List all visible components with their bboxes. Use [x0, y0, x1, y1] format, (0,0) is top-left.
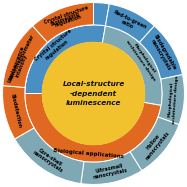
Text: Luminescence
intensity: Luminescence intensity [7, 45, 31, 85]
Text: luminescence: luminescence [66, 100, 121, 106]
Text: Red-to-green
ratio: Red-to-green ratio [110, 9, 147, 34]
Text: Morphological
architecture design: Morphological architecture design [125, 37, 160, 81]
Wedge shape [140, 26, 183, 79]
Text: Morphological
architecture design: Morphological architecture design [167, 75, 179, 124]
Wedge shape [33, 3, 94, 42]
Text: Local-structure: Local-structure [62, 81, 125, 87]
Wedge shape [81, 152, 142, 184]
Wedge shape [158, 75, 184, 125]
Text: Core-shell
nanocrystals: Core-shell nanocrystals [31, 145, 66, 174]
Text: Biodegradable
nanocrystals: Biodegradable nanocrystals [148, 33, 177, 74]
Text: Crystal structure
regulation: Crystal structure regulation [34, 29, 76, 67]
Wedge shape [26, 3, 109, 47]
Text: Crystal structure
regulation: Crystal structure regulation [44, 6, 91, 30]
Text: Ultrasmall
nanocrystals: Ultrasmall nanocrystals [92, 163, 128, 180]
Text: Bioimaging: Bioimaging [50, 11, 80, 27]
Wedge shape [25, 25, 105, 94]
Wedge shape [130, 117, 179, 171]
Wedge shape [3, 33, 42, 94]
Wedge shape [102, 26, 162, 105]
Text: Hollow
nanocrystals: Hollow nanocrystals [140, 127, 171, 161]
Wedge shape [25, 94, 161, 162]
Circle shape [42, 42, 145, 145]
Wedge shape [3, 26, 47, 88]
Wedge shape [3, 86, 34, 139]
Text: Biodetection: Biodetection [9, 93, 22, 128]
Wedge shape [15, 128, 84, 184]
Text: -dependent: -dependent [70, 91, 117, 96]
Text: Nanothermometer: Nanothermometer [8, 34, 36, 82]
Text: Biological applications: Biological applications [53, 148, 124, 159]
Wedge shape [105, 4, 154, 42]
